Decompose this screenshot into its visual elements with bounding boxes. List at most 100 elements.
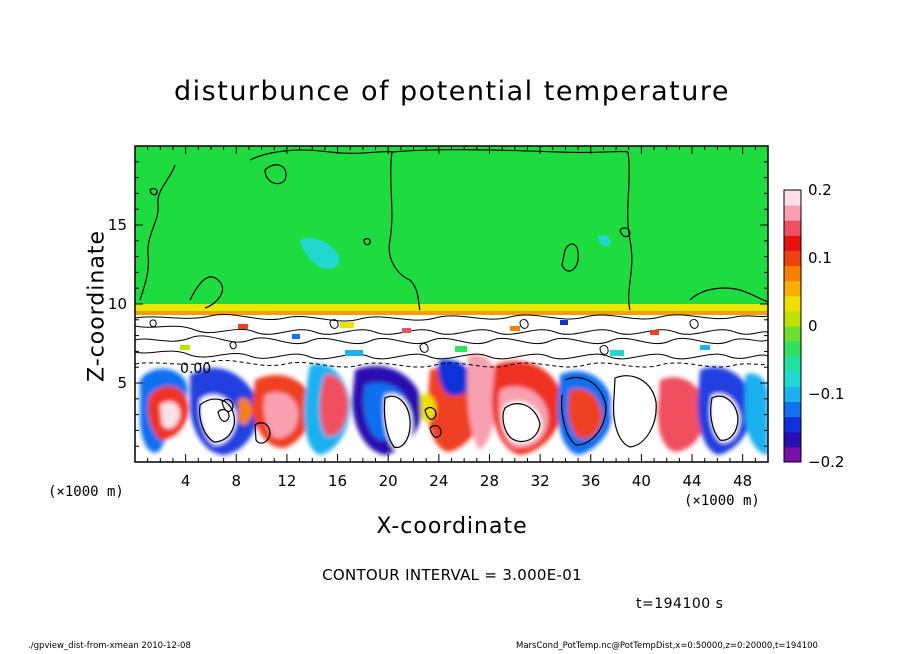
contour-cell-10 bbox=[221, 398, 234, 412]
cell-white-2 bbox=[199, 394, 237, 445]
contour-loop-2 bbox=[264, 164, 287, 185]
colorbar-swatch bbox=[784, 205, 801, 221]
cell-warm-14 bbox=[238, 398, 252, 425]
contour-cell-3 bbox=[502, 403, 541, 443]
mixed-layer-top bbox=[135, 315, 768, 365]
x-tick-label: 44 bbox=[682, 472, 701, 490]
x-tick-label: 36 bbox=[581, 472, 600, 490]
colorbar-swatch bbox=[784, 431, 801, 448]
contour-divide-2 bbox=[627, 151, 633, 311]
speck bbox=[402, 328, 411, 333]
speck bbox=[510, 326, 520, 331]
colorbar-swatch bbox=[784, 220, 801, 236]
y-tick-label: 5 bbox=[117, 374, 127, 392]
y-axis: 5 10 15 bbox=[108, 161, 768, 447]
colorbar-swatch bbox=[784, 401, 801, 418]
speck bbox=[610, 350, 624, 356]
contour-cell-5 bbox=[612, 375, 657, 448]
chart-title: disturbunce of potential temperature bbox=[174, 76, 730, 107]
cell-pink-3 bbox=[263, 392, 299, 439]
contour-cell-9 bbox=[429, 424, 442, 438]
time-stamp: t=194100 s bbox=[636, 596, 724, 612]
x-unit-label-left: (×1000 m) bbox=[48, 484, 124, 500]
speck bbox=[340, 322, 354, 328]
layer-boundary-edge bbox=[135, 311, 768, 315]
colorbar-tick-label: −0.1 bbox=[808, 385, 844, 403]
cell-warm-4 bbox=[319, 374, 349, 437]
cell-white-10 bbox=[502, 401, 542, 444]
contour-top-2 bbox=[391, 149, 629, 154]
colorbar-swatch bbox=[784, 326, 801, 342]
colorbar-swatch bbox=[784, 295, 801, 312]
cell-white-6 bbox=[383, 393, 413, 451]
x-tick-label: 48 bbox=[733, 472, 752, 490]
contour-cell-4 bbox=[710, 395, 739, 441]
contour-cell-1 bbox=[199, 398, 235, 443]
band-line-2 bbox=[135, 325, 768, 335]
cell-hot-1 bbox=[160, 401, 180, 429]
x-tick-label: 4 bbox=[181, 472, 191, 490]
layer-boundary-band bbox=[135, 304, 768, 312]
cell-hot-9 bbox=[467, 354, 499, 450]
y-tick-label: 15 bbox=[108, 216, 127, 234]
x-tick-label: 8 bbox=[232, 472, 242, 490]
colorbar-swatch bbox=[784, 250, 801, 267]
contour-small-3 bbox=[149, 187, 158, 196]
colorbar-swatch bbox=[784, 416, 801, 433]
contour-divide-1 bbox=[388, 151, 421, 311]
colorbar-tick-label: 0.1 bbox=[808, 249, 832, 267]
colorbar-swatch bbox=[784, 446, 801, 463]
y-tick-label: 10 bbox=[108, 295, 127, 313]
speck bbox=[345, 350, 363, 356]
footer-variable: MarsCond_PotTemp.nc@PotTempDist,x=0:5000… bbox=[516, 641, 818, 651]
colorbar-swatch bbox=[784, 265, 801, 282]
speck bbox=[180, 345, 190, 350]
contour-value-label: 0.00 bbox=[180, 361, 211, 377]
contour-loop-1 bbox=[561, 243, 579, 272]
x-tick-label: 28 bbox=[480, 472, 499, 490]
colorbar-swatch bbox=[784, 235, 801, 251]
speck bbox=[560, 320, 568, 325]
speck bbox=[238, 324, 248, 329]
cell-warm-11 bbox=[568, 388, 602, 439]
x-tick-label: 32 bbox=[531, 472, 550, 490]
y-axis-label: Z-coordinate bbox=[84, 230, 110, 382]
colorbar-swatch bbox=[784, 386, 801, 403]
contour-top bbox=[249, 149, 393, 161]
x-unit-label-right: (×1000 m) bbox=[684, 493, 760, 509]
contour-cell-6 bbox=[561, 376, 607, 446]
colorbar-swatch bbox=[784, 310, 801, 327]
colorbar-tick-label: 0.2 bbox=[808, 181, 832, 199]
contour-cell-7 bbox=[254, 422, 271, 444]
contour-right-upper bbox=[689, 287, 768, 303]
cell-white-12 bbox=[611, 372, 661, 450]
cell-cold-8 bbox=[437, 359, 472, 396]
contour-left-loop bbox=[189, 276, 224, 309]
colorbar-swatch bbox=[784, 190, 801, 206]
band-line-1 bbox=[135, 314, 768, 322]
speck bbox=[650, 330, 659, 335]
contour-small-1 bbox=[619, 227, 631, 238]
anomaly-blob-1 bbox=[300, 238, 340, 269]
x-tick-label: 40 bbox=[632, 472, 651, 490]
speck bbox=[455, 346, 467, 352]
upper-layer-shade bbox=[135, 146, 768, 306]
plot-area bbox=[135, 146, 768, 462]
contour-lines bbox=[139, 149, 768, 449]
colorbar-tick-label: −0.2 bbox=[808, 453, 844, 471]
contour-left-upper bbox=[139, 164, 176, 301]
colorbar-swatch bbox=[784, 356, 801, 372]
colorbar-swatch bbox=[784, 341, 801, 357]
x-axis: 4 8 12 16 20 24 28 32 36 40 44 48 bbox=[147, 146, 756, 490]
x-tick-label: 20 bbox=[379, 472, 398, 490]
cell-cold-14 bbox=[745, 373, 768, 455]
x-tick-label: 12 bbox=[277, 472, 296, 490]
band-line-4 bbox=[135, 350, 768, 360]
contour-cell-8 bbox=[424, 406, 437, 420]
x-tick-label: 16 bbox=[328, 472, 347, 490]
upper-anomalies bbox=[300, 234, 611, 269]
speck bbox=[700, 345, 710, 350]
turbulent-contour-band bbox=[135, 314, 768, 368]
colorbar-swatch bbox=[784, 280, 801, 297]
